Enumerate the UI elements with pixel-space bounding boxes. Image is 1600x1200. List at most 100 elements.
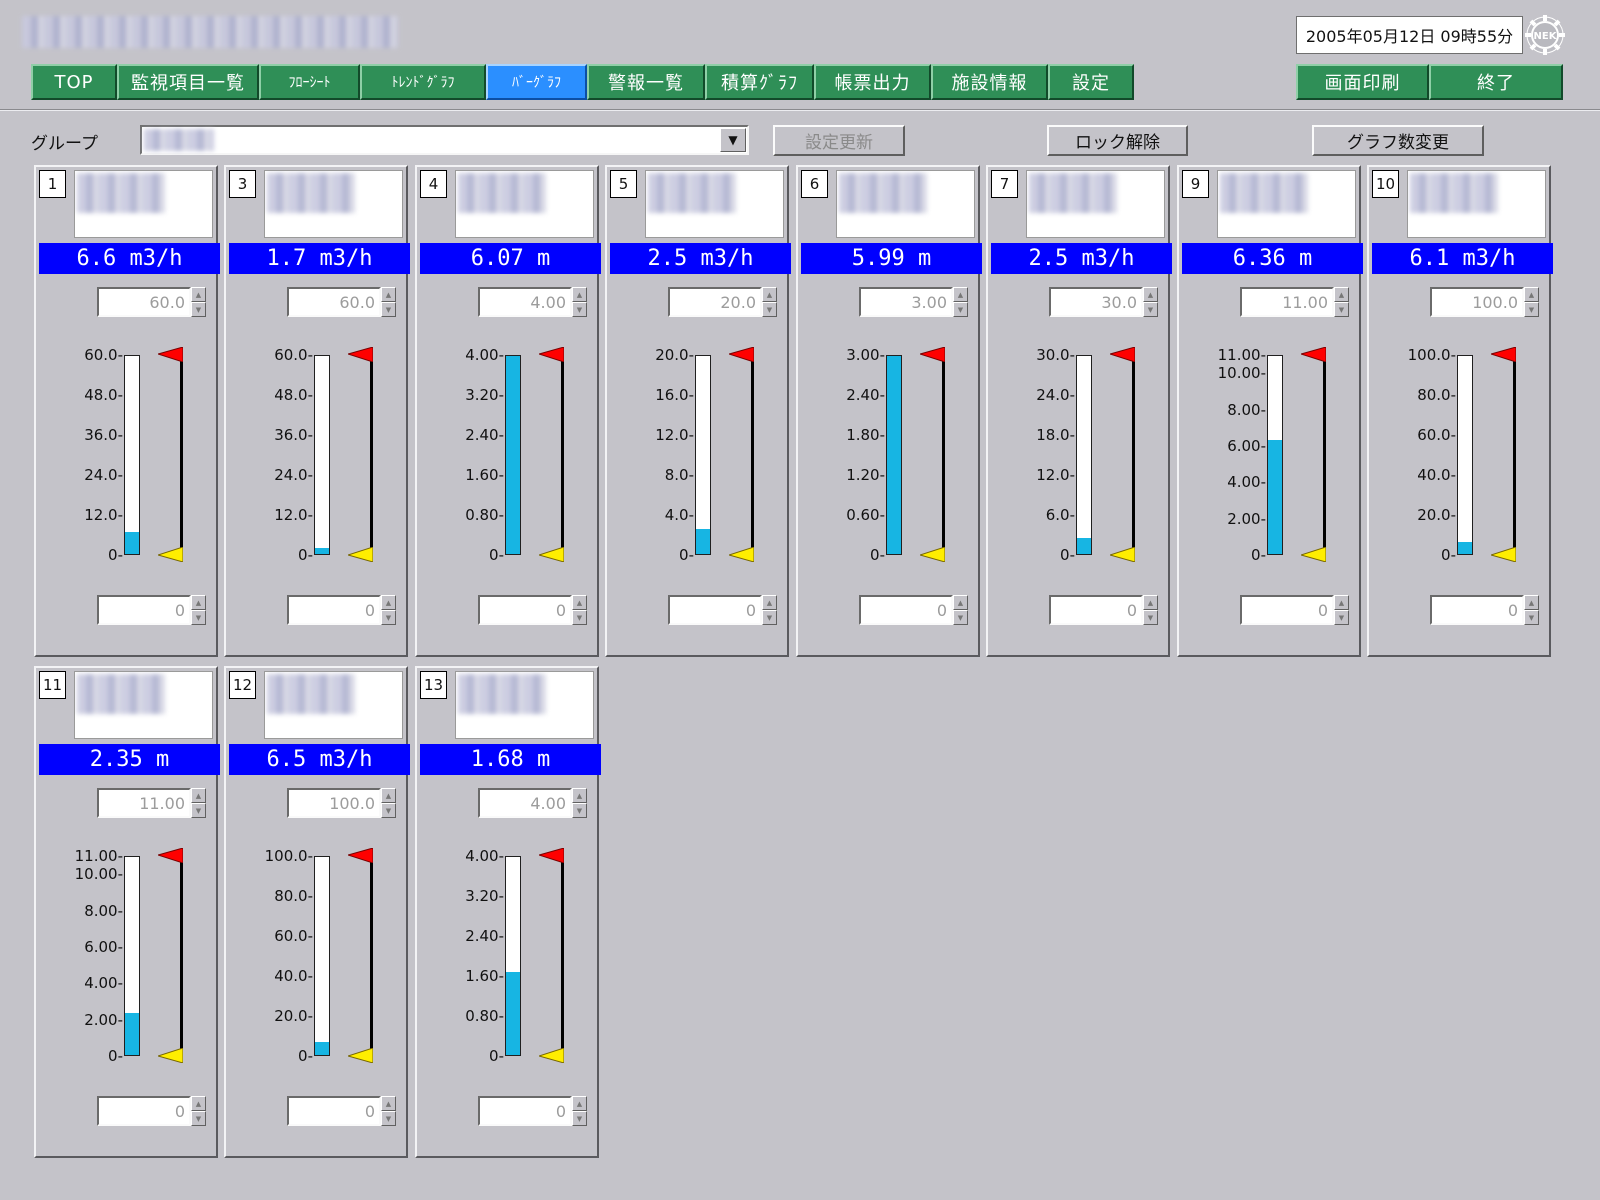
nav-bar-graph[interactable]: ﾊﾞｰｸﾞﾗﾌ <box>486 64 587 100</box>
nav-integration-graph[interactable]: 積算ｸﾞﾗﾌ <box>705 64 814 100</box>
max-scale-field[interactable]: 60.0 <box>287 287 381 317</box>
nav-alarm-list[interactable]: 警報一覧 <box>587 64 705 100</box>
nav-monitor-list[interactable]: 監視項目一覧 <box>117 64 259 100</box>
spin-down-icon[interactable]: ▼ <box>381 610 396 625</box>
exit-button[interactable]: 終了 <box>1429 64 1563 100</box>
spin-up-icon[interactable]: ▲ <box>572 595 587 610</box>
spin-down-icon[interactable]: ▼ <box>1334 610 1349 625</box>
spin-down-icon[interactable]: ▼ <box>1334 302 1349 317</box>
max-scale-spinner[interactable]: 30.0 ▲ ▼ <box>1049 287 1159 317</box>
min-scale-spinner[interactable]: 0 ▲ ▼ <box>478 595 588 625</box>
nav-facility-info[interactable]: 施設情報 <box>931 64 1048 100</box>
min-scale-spinner[interactable]: 0 ▲ ▼ <box>1240 595 1350 625</box>
max-scale-spinner[interactable]: 20.0 ▲ ▼ <box>668 287 778 317</box>
max-scale-field[interactable]: 30.0 <box>1049 287 1143 317</box>
spin-down-icon[interactable]: ▼ <box>953 302 968 317</box>
min-scale-field[interactable]: 0 <box>1240 595 1334 625</box>
min-scale-spinner[interactable]: 0 ▲ ▼ <box>97 595 207 625</box>
spin-up-icon[interactable]: ▲ <box>191 595 206 610</box>
max-scale-field[interactable]: 11.00 <box>97 788 191 818</box>
group-select[interactable]: ▼ <box>140 125 749 155</box>
max-scale-field[interactable]: 11.00 <box>1240 287 1334 317</box>
spin-down-icon[interactable]: ▼ <box>572 803 587 818</box>
spin-up-icon[interactable]: ▲ <box>381 788 396 803</box>
spin-down-icon[interactable]: ▼ <box>572 610 587 625</box>
nav-settings[interactable]: 設定 <box>1048 64 1134 100</box>
min-scale-field[interactable]: 0 <box>1049 595 1143 625</box>
min-scale-spinner[interactable]: 0 ▲ ▼ <box>668 595 778 625</box>
max-scale-spinner[interactable]: 4.00 ▲ ▼ <box>478 287 588 317</box>
spin-up-icon[interactable]: ▲ <box>953 595 968 610</box>
spin-down-icon[interactable]: ▼ <box>191 302 206 317</box>
min-scale-field[interactable]: 0 <box>478 1096 572 1126</box>
spin-down-icon[interactable]: ▼ <box>953 610 968 625</box>
spin-up-icon[interactable]: ▲ <box>191 287 206 302</box>
max-scale-spinner[interactable]: 60.0 ▲ ▼ <box>287 287 397 317</box>
nav-trend-graph[interactable]: ﾄﾚﾝﾄﾞｸﾞﾗﾌ <box>360 64 486 100</box>
spin-down-icon[interactable]: ▼ <box>1143 302 1158 317</box>
update-settings-button[interactable]: 設定更新 <box>773 125 905 156</box>
spin-up-icon[interactable]: ▲ <box>381 287 396 302</box>
max-scale-spinner[interactable]: 11.00 ▲ ▼ <box>1240 287 1350 317</box>
spin-up-icon[interactable]: ▲ <box>572 1096 587 1111</box>
spin-down-icon[interactable]: ▼ <box>762 302 777 317</box>
max-scale-field[interactable]: 4.00 <box>478 788 572 818</box>
min-scale-field[interactable]: 0 <box>287 595 381 625</box>
spin-down-icon[interactable]: ▼ <box>1524 302 1539 317</box>
spin-up-icon[interactable]: ▲ <box>1524 287 1539 302</box>
min-scale-spinner[interactable]: 0 ▲ ▼ <box>287 595 397 625</box>
spin-down-icon[interactable]: ▼ <box>191 803 206 818</box>
spin-down-icon[interactable]: ▼ <box>381 803 396 818</box>
max-scale-spinner[interactable]: 60.0 ▲ ▼ <box>97 287 207 317</box>
min-scale-spinner[interactable]: 0 ▲ ▼ <box>478 1096 588 1126</box>
spin-up-icon[interactable]: ▲ <box>1524 595 1539 610</box>
spin-up-icon[interactable]: ▲ <box>381 1096 396 1111</box>
max-scale-spinner[interactable]: 100.0 ▲ ▼ <box>1430 287 1540 317</box>
min-scale-field[interactable]: 0 <box>1430 595 1524 625</box>
spin-up-icon[interactable]: ▲ <box>1143 595 1158 610</box>
min-scale-field[interactable]: 0 <box>668 595 762 625</box>
spin-up-icon[interactable]: ▲ <box>762 287 777 302</box>
nav-report-output[interactable]: 帳票出力 <box>814 64 931 100</box>
max-scale-field[interactable]: 60.0 <box>97 287 191 317</box>
change-graph-count-button[interactable]: グラフ数変更 <box>1312 125 1484 156</box>
spin-up-icon[interactable]: ▲ <box>953 287 968 302</box>
min-scale-spinner[interactable]: 0 ▲ ▼ <box>859 595 969 625</box>
min-scale-field[interactable]: 0 <box>97 595 191 625</box>
spin-down-icon[interactable]: ▼ <box>191 610 206 625</box>
max-scale-field[interactable]: 100.0 <box>287 788 381 818</box>
min-scale-spinner[interactable]: 0 ▲ ▼ <box>287 1096 397 1126</box>
spin-down-icon[interactable]: ▼ <box>1143 610 1158 625</box>
min-scale-spinner[interactable]: 0 ▲ ▼ <box>1430 595 1540 625</box>
print-screen-button[interactable]: 画面印刷 <box>1296 64 1429 100</box>
min-scale-field[interactable]: 0 <box>859 595 953 625</box>
max-scale-spinner[interactable]: 100.0 ▲ ▼ <box>287 788 397 818</box>
spin-down-icon[interactable]: ▼ <box>572 1111 587 1126</box>
min-scale-spinner[interactable]: 0 ▲ ▼ <box>97 1096 207 1126</box>
spin-up-icon[interactable]: ▲ <box>1334 287 1349 302</box>
spin-down-icon[interactable]: ▼ <box>762 610 777 625</box>
spin-up-icon[interactable]: ▲ <box>572 287 587 302</box>
spin-down-icon[interactable]: ▼ <box>191 1111 206 1126</box>
max-scale-field[interactable]: 20.0 <box>668 287 762 317</box>
spin-up-icon[interactable]: ▲ <box>381 595 396 610</box>
chevron-down-icon[interactable]: ▼ <box>720 128 746 152</box>
spin-up-icon[interactable]: ▲ <box>572 788 587 803</box>
spin-up-icon[interactable]: ▲ <box>1143 287 1158 302</box>
max-scale-spinner[interactable]: 4.00 ▲ ▼ <box>478 788 588 818</box>
spin-up-icon[interactable]: ▲ <box>762 595 777 610</box>
spin-up-icon[interactable]: ▲ <box>1334 595 1349 610</box>
spin-down-icon[interactable]: ▼ <box>381 1111 396 1126</box>
min-scale-field[interactable]: 0 <box>97 1096 191 1126</box>
spin-down-icon[interactable]: ▼ <box>381 302 396 317</box>
min-scale-field[interactable]: 0 <box>478 595 572 625</box>
max-scale-field[interactable]: 100.0 <box>1430 287 1524 317</box>
spin-up-icon[interactable]: ▲ <box>191 1096 206 1111</box>
max-scale-spinner[interactable]: 3.00 ▲ ▼ <box>859 287 969 317</box>
max-scale-field[interactable]: 4.00 <box>478 287 572 317</box>
spin-up-icon[interactable]: ▲ <box>191 788 206 803</box>
min-scale-field[interactable]: 0 <box>287 1096 381 1126</box>
unlock-button[interactable]: ロック解除 <box>1047 125 1188 156</box>
spin-down-icon[interactable]: ▼ <box>572 302 587 317</box>
max-scale-field[interactable]: 3.00 <box>859 287 953 317</box>
